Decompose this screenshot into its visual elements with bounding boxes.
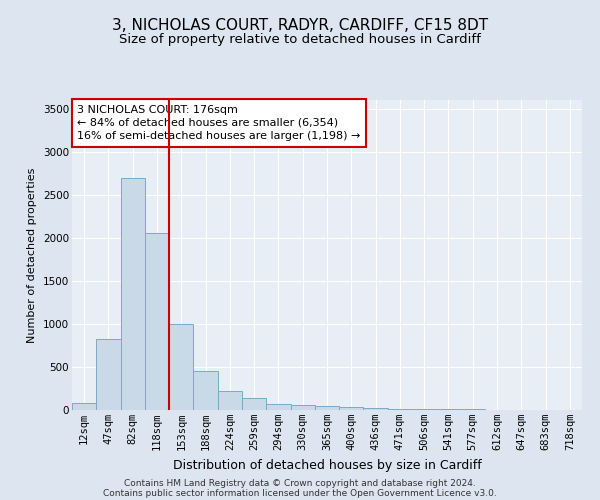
Text: 3 NICHOLAS COURT: 176sqm
← 84% of detached houses are smaller (6,354)
16% of sem: 3 NICHOLAS COURT: 176sqm ← 84% of detach… bbox=[77, 104, 361, 141]
Bar bbox=[72, 403, 96, 410]
Bar bbox=[412, 409, 436, 410]
Bar bbox=[169, 324, 193, 410]
Bar bbox=[339, 408, 364, 410]
Text: Contains HM Land Registry data © Crown copyright and database right 2024.: Contains HM Land Registry data © Crown c… bbox=[124, 478, 476, 488]
Bar bbox=[242, 398, 266, 410]
Bar bbox=[145, 234, 169, 410]
Bar bbox=[266, 404, 290, 410]
Y-axis label: Number of detached properties: Number of detached properties bbox=[28, 168, 37, 342]
Text: 3, NICHOLAS COURT, RADYR, CARDIFF, CF15 8DT: 3, NICHOLAS COURT, RADYR, CARDIFF, CF15 … bbox=[112, 18, 488, 32]
Bar bbox=[121, 178, 145, 410]
X-axis label: Distribution of detached houses by size in Cardiff: Distribution of detached houses by size … bbox=[173, 458, 481, 471]
Bar bbox=[315, 406, 339, 410]
Text: Contains public sector information licensed under the Open Government Licence v3: Contains public sector information licen… bbox=[103, 488, 497, 498]
Bar bbox=[96, 340, 121, 410]
Bar bbox=[388, 408, 412, 410]
Bar bbox=[290, 406, 315, 410]
Text: Size of property relative to detached houses in Cardiff: Size of property relative to detached ho… bbox=[119, 32, 481, 46]
Bar bbox=[364, 408, 388, 410]
Bar bbox=[218, 391, 242, 410]
Bar bbox=[193, 371, 218, 410]
